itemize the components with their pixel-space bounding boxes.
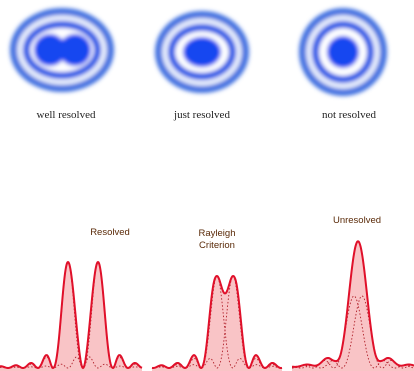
intensity-profiles xyxy=(0,241,414,371)
airy-pattern xyxy=(10,8,114,92)
airy-pattern xyxy=(299,8,387,96)
diagram: well resolved just resolved not resolved… xyxy=(0,0,414,371)
airy-pattern xyxy=(155,11,249,93)
profile-label: Criterion xyxy=(199,240,235,251)
profile-label: Unresolved xyxy=(333,215,381,226)
caption: just resolved xyxy=(173,109,230,121)
profile-fill xyxy=(152,276,282,371)
profile-label: Rayleigh xyxy=(199,228,236,239)
caption: well resolved xyxy=(37,109,96,121)
profile-label: Resolved xyxy=(90,227,130,238)
caption: not resolved xyxy=(322,109,377,121)
